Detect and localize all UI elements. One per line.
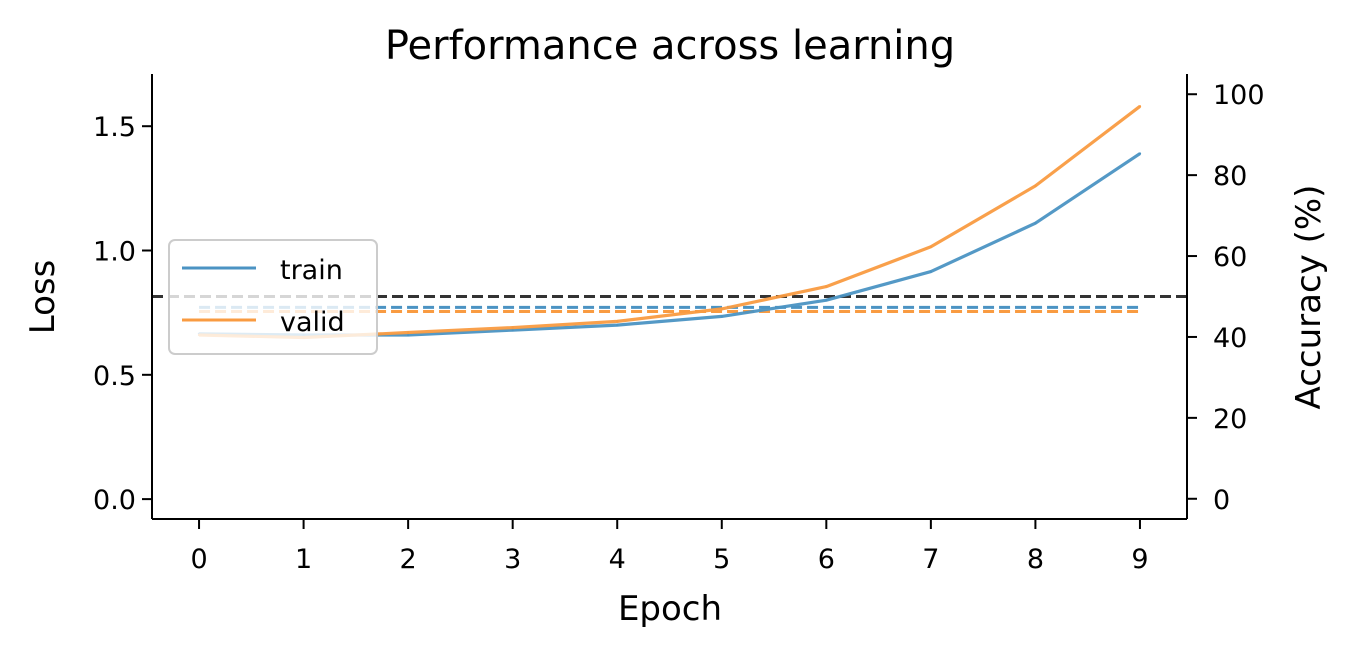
reference-lines (152, 295, 1187, 313)
point-train-2 (406, 333, 410, 337)
x-tick-label-5: 5 (713, 544, 730, 575)
y-tick-label-0: 0.0 (93, 485, 136, 516)
x-axis-ticks: 0 1 2 3 4 5 6 7 8 9 (190, 519, 1149, 575)
point-valid-6 (825, 285, 828, 288)
x-tick-label-2: 2 (400, 544, 417, 575)
x-tick-label-7: 7 (922, 544, 939, 575)
y-tick-label-1: 0.5 (93, 361, 136, 392)
point-train-5 (720, 315, 723, 318)
x-tick-label-0: 0 (190, 544, 207, 575)
y-axis-label: Loss (23, 260, 63, 335)
point-train-6 (825, 299, 828, 302)
point-valid-9 (1138, 105, 1142, 108)
point-train-9 (1138, 152, 1142, 155)
x-axis-label: Epoch (618, 589, 722, 629)
y-right-tick-label-3: 60 (1213, 242, 1247, 273)
point-valid-3 (511, 326, 514, 329)
y-right-tick-label-4: 80 (1213, 161, 1247, 192)
x-tick-label-1: 1 (295, 544, 312, 575)
y-right-tick-label-5: 100 (1213, 80, 1265, 111)
legend-box (168, 239, 378, 355)
y-axis-ticks: 0.0 0.5 1.0 1.5 (93, 112, 152, 516)
point-valid-8 (1034, 184, 1037, 188)
x-tick-label-8: 8 (1027, 544, 1044, 575)
x-tick-label-6: 6 (818, 544, 835, 575)
legend-label-train: train (280, 255, 343, 286)
point-valid-7 (929, 245, 933, 248)
point-train-8 (1034, 221, 1037, 225)
point-valid-5 (720, 307, 723, 311)
y-tick-label-2: 1.0 (93, 237, 136, 268)
chart-title: Performance across learning (385, 23, 955, 69)
point-train-7 (929, 270, 933, 273)
x-tick-label-3: 3 (504, 544, 521, 575)
y-right-tick-label-0: 0 (1213, 485, 1230, 516)
point-train-4 (616, 323, 619, 327)
legend: train valid (168, 239, 378, 355)
y-right-tick-label-1: 20 (1213, 404, 1247, 435)
point-valid-4 (616, 320, 619, 323)
x-tick-label-4: 4 (609, 544, 626, 575)
y-right-axis-ticks: 0 20 40 60 80 100 (1187, 80, 1265, 516)
legend-label-valid: valid (280, 307, 345, 338)
point-train-3 (511, 328, 514, 332)
y-right-tick-label-2: 40 (1213, 323, 1247, 354)
x-tick-label-9: 9 (1131, 544, 1148, 575)
point-valid-2 (406, 331, 410, 334)
y-tick-label-3: 1.5 (93, 112, 136, 143)
y-right-axis-label: Accuracy (%) (1289, 185, 1329, 410)
